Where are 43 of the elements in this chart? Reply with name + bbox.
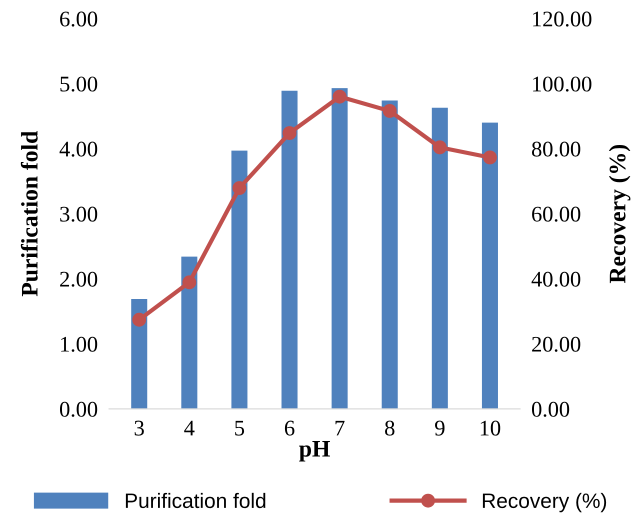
point — [282, 126, 296, 140]
y-tick-label: 3.00 — [60, 206, 98, 222]
y2-tick-label: 20.00 — [532, 336, 580, 352]
x-tick-label: 9 — [435, 420, 444, 436]
x-tick-label: 10 — [480, 420, 500, 436]
bar — [131, 298, 148, 409]
y-tick-label: 2.00 — [60, 272, 98, 287]
x-tick-label: 7 — [336, 420, 345, 436]
point — [483, 150, 497, 164]
y-tick-label: 5.00 — [60, 76, 98, 92]
point — [132, 312, 146, 327]
x-tick-label: 3 — [134, 420, 144, 436]
y-tick-label: 4.00 — [60, 142, 98, 157]
y-tick-label: 0.00 — [60, 402, 98, 417]
bar — [181, 256, 198, 409]
x-tick-label: 4 — [184, 420, 195, 436]
y2-tick-label: 0.00 — [532, 402, 570, 417]
point — [182, 275, 196, 290]
y2-tick-label: 80.00 — [532, 142, 580, 157]
y-tick-label: 6.00 — [60, 12, 98, 27]
point — [232, 181, 246, 195]
y2-tick-label: 60.00 — [532, 206, 580, 222]
legend-label: Purification fold — [126, 492, 266, 508]
point — [432, 140, 447, 154]
point — [382, 104, 397, 118]
point — [332, 90, 347, 104]
bar — [382, 100, 398, 409]
legend-label: Recovery (%) — [482, 492, 606, 512]
y-tick-label: 1.00 — [61, 336, 98, 352]
bar — [332, 88, 348, 409]
y-axis-title: Purification fold — [20, 131, 38, 296]
x-tick-label: 6 — [284, 420, 294, 436]
x-tick-label: 8 — [385, 420, 394, 436]
y2-tick-label: 40.00 — [532, 272, 580, 287]
bar — [432, 108, 448, 409]
x-tick-label: 5 — [235, 420, 244, 436]
x-axis-title: pH — [299, 441, 330, 462]
bar — [482, 122, 498, 409]
y2-tick-label: 120.00 — [533, 12, 592, 27]
y2-tick-label: 100.00 — [533, 76, 592, 92]
bar — [231, 150, 248, 409]
bar — [282, 90, 298, 409]
y2-axis-title: Recovery (%) — [608, 144, 630, 284]
